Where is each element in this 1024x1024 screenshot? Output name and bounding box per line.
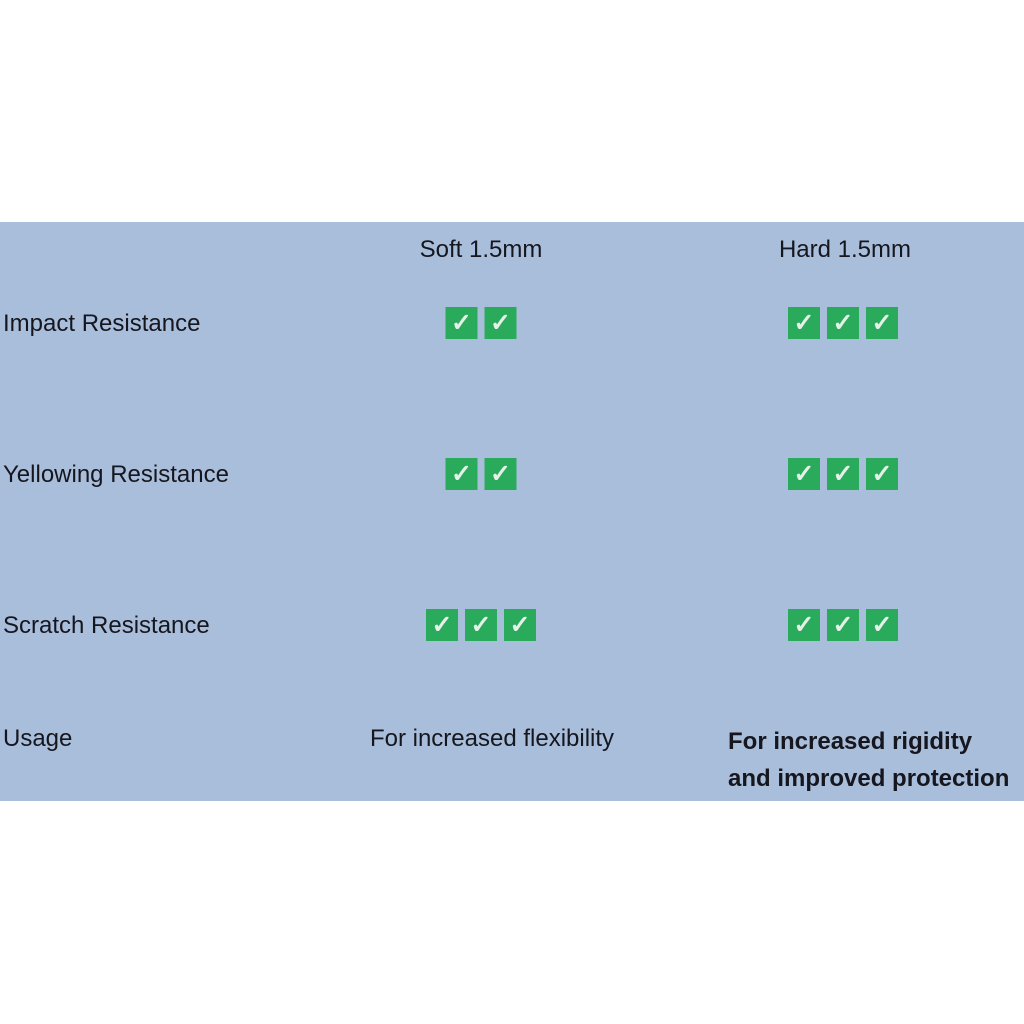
impact-resistance-hard-rating: ✓ ✓ ✓ bbox=[788, 307, 898, 339]
usage-hard-text-line2: and improved protection bbox=[728, 765, 1010, 792]
row-label-usage: Usage bbox=[3, 725, 73, 752]
row-label-scratch-resistance: Scratch Resistance bbox=[3, 612, 210, 639]
check-icon: ✓ bbox=[827, 307, 859, 339]
scratch-resistance-soft-rating: ✓ ✓ ✓ bbox=[426, 609, 536, 641]
check-icon: ✓ bbox=[827, 458, 859, 490]
check-icon: ✓ bbox=[484, 458, 517, 490]
check-icon: ✓ bbox=[445, 458, 478, 490]
check-icon: ✓ bbox=[866, 458, 898, 490]
row-label-impact-resistance: Impact Resistance bbox=[3, 310, 201, 337]
check-icon: ✓ bbox=[866, 307, 898, 339]
check-icon: ✓ bbox=[788, 458, 820, 490]
check-icon: ✓ bbox=[426, 609, 458, 641]
usage-hard-text: For increased rigidity and improved prot… bbox=[728, 723, 1009, 797]
impact-resistance-soft-rating: ✓ ✓ bbox=[445, 307, 517, 339]
yellowing-resistance-hard-rating: ✓ ✓ ✓ bbox=[788, 458, 898, 490]
column-header-hard: Hard 1.5mm bbox=[778, 236, 912, 263]
usage-soft-text: For increased flexibility bbox=[369, 725, 615, 752]
scratch-resistance-hard-rating: ✓ ✓ ✓ bbox=[788, 609, 898, 641]
yellowing-resistance-soft-rating: ✓ ✓ bbox=[445, 458, 517, 490]
usage-hard-text-line1: For increased rigidity bbox=[728, 728, 973, 755]
check-icon: ✓ bbox=[465, 609, 497, 641]
check-icon: ✓ bbox=[504, 609, 536, 641]
check-icon: ✓ bbox=[866, 609, 898, 641]
row-label-yellowing-resistance: Yellowing Resistance bbox=[3, 461, 229, 488]
check-icon: ✓ bbox=[827, 609, 859, 641]
check-icon: ✓ bbox=[788, 307, 820, 339]
check-icon: ✓ bbox=[445, 307, 478, 339]
check-icon: ✓ bbox=[788, 609, 820, 641]
column-header-soft: Soft 1.5mm bbox=[419, 236, 543, 263]
check-icon: ✓ bbox=[484, 307, 517, 339]
